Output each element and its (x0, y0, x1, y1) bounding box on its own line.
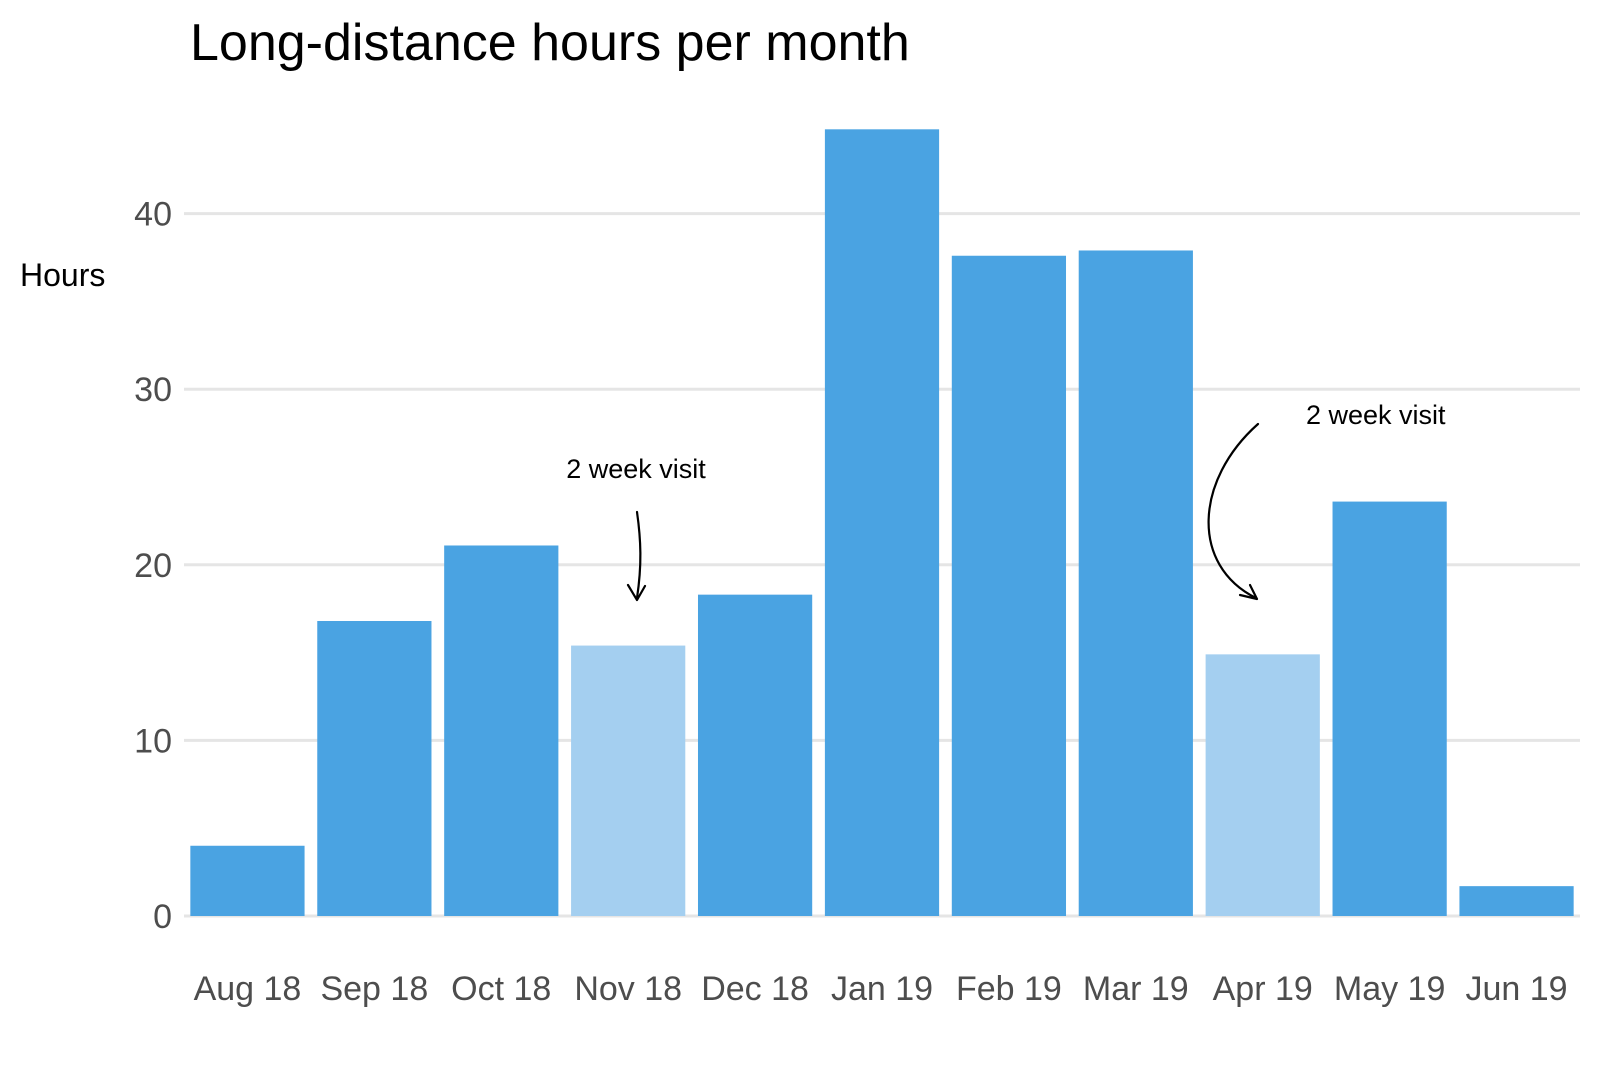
x-tick-label: Aug 18 (194, 970, 302, 1008)
y-tick-label: 20 (134, 547, 172, 585)
bar (1332, 501, 1447, 916)
annotation-label-apr: 2 week visit (1306, 400, 1446, 430)
annotations: 2 week visit 2 week visit (566, 400, 1446, 602)
bar (824, 129, 940, 916)
x-tick-label: Sep 18 (320, 970, 428, 1008)
annotation-arrow-nov (635, 510, 642, 600)
x-tick-label: Nov 18 (574, 970, 682, 1008)
y-tick-label: 10 (134, 722, 172, 760)
bar (444, 545, 559, 916)
bar (571, 645, 686, 916)
x-tick-label: Feb 19 (956, 970, 1062, 1008)
bar (1078, 250, 1193, 916)
annotation-arrowhead-apr (1238, 583, 1259, 601)
bar (697, 594, 813, 916)
bars (190, 129, 1574, 916)
x-tick-labels: Aug 18 Sep 18 Oct 18 Nov 18 Dec 18 Jan 19 Feb … (194, 970, 1568, 1008)
x-tick-label: Oct 18 (451, 970, 551, 1008)
bar (190, 845, 305, 916)
bar (317, 620, 432, 916)
x-tick-label: Apr 19 (1213, 970, 1313, 1008)
annotation-arrow-apr (1207, 422, 1260, 600)
bar (1205, 654, 1320, 916)
y-tick-label: 0 (153, 898, 172, 936)
bar (951, 255, 1067, 916)
annotation-label-nov: 2 week visit (566, 454, 706, 484)
x-tick-label: May 19 (1334, 970, 1446, 1008)
annotation-arrowhead-nov (626, 583, 647, 602)
chart-title: Long-distance hours per month (190, 14, 910, 72)
x-tick-label: Jan 19 (831, 970, 933, 1008)
x-tick-label: Dec 18 (701, 970, 809, 1008)
bar (1459, 886, 1574, 916)
y-tick-labels: 0 10 20 30 40 (134, 196, 172, 936)
y-axis-label: Hours (20, 257, 105, 293)
x-tick-label: Jun 19 (1465, 970, 1567, 1008)
x-tick-label: Mar 19 (1083, 970, 1189, 1008)
y-tick-label: 40 (134, 196, 172, 234)
y-tick-label: 30 (134, 371, 172, 409)
